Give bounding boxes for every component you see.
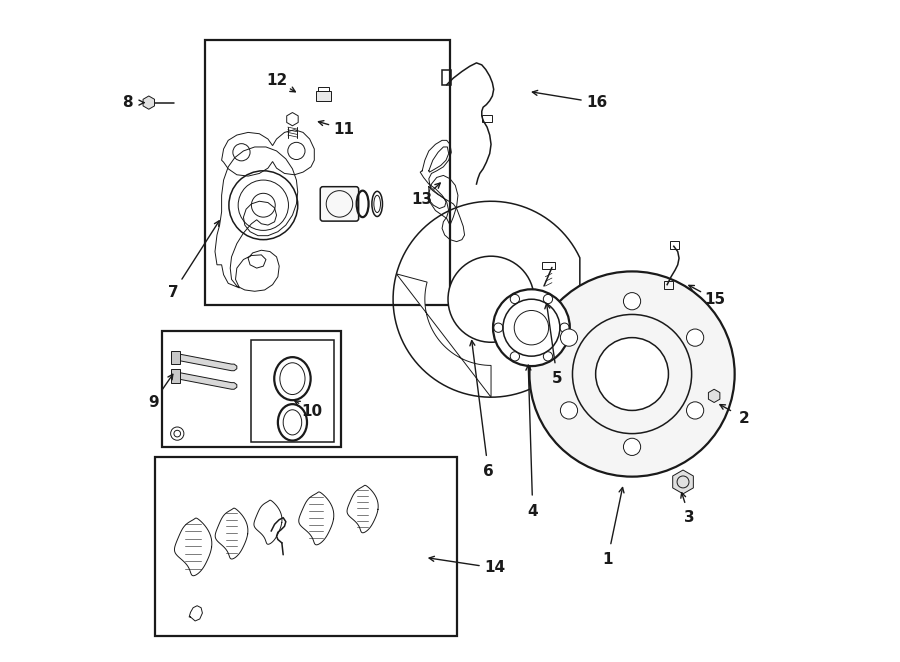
Polygon shape — [708, 389, 720, 402]
Bar — [670, 241, 680, 249]
Circle shape — [529, 271, 734, 477]
Text: 7: 7 — [168, 285, 178, 300]
Text: 4: 4 — [527, 504, 538, 518]
Bar — [251, 340, 334, 442]
Polygon shape — [174, 352, 237, 371]
Polygon shape — [672, 470, 693, 494]
Bar — [205, 40, 450, 305]
Text: 14: 14 — [484, 561, 506, 575]
Bar — [542, 262, 555, 269]
Circle shape — [687, 402, 704, 419]
Text: 2: 2 — [739, 411, 750, 426]
Bar — [156, 457, 456, 636]
Text: 3: 3 — [684, 510, 695, 525]
Circle shape — [624, 438, 641, 455]
Polygon shape — [396, 274, 491, 397]
Circle shape — [687, 329, 704, 346]
Text: 6: 6 — [483, 464, 494, 479]
FancyBboxPatch shape — [320, 187, 358, 221]
Bar — [171, 351, 180, 364]
Text: 9: 9 — [148, 395, 158, 410]
Circle shape — [561, 402, 578, 419]
Text: 12: 12 — [266, 73, 287, 88]
Bar — [442, 70, 451, 85]
Circle shape — [624, 293, 641, 310]
Text: 8: 8 — [122, 95, 132, 110]
Circle shape — [596, 338, 669, 410]
Bar — [171, 369, 180, 383]
Bar — [162, 331, 341, 447]
Bar — [316, 91, 331, 101]
Bar — [664, 281, 673, 289]
Text: 15: 15 — [704, 292, 725, 307]
Polygon shape — [174, 371, 237, 389]
Bar — [319, 87, 328, 91]
Bar — [482, 115, 492, 122]
Circle shape — [448, 256, 534, 342]
Text: 1: 1 — [602, 552, 613, 567]
Text: 13: 13 — [411, 193, 433, 207]
Text: 10: 10 — [302, 404, 323, 419]
Circle shape — [493, 289, 570, 366]
Text: 11: 11 — [334, 122, 355, 136]
Text: 5: 5 — [552, 371, 562, 386]
Circle shape — [561, 329, 578, 346]
Text: 16: 16 — [586, 95, 608, 110]
Polygon shape — [143, 96, 155, 109]
Circle shape — [572, 314, 691, 434]
